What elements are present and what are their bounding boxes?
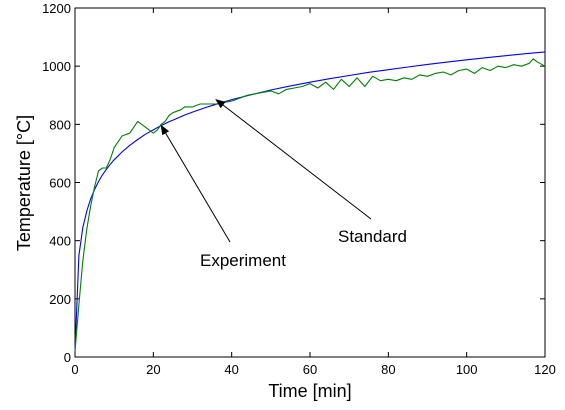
x-tick-label: 60	[303, 362, 317, 377]
series-layer	[74, 51, 546, 352]
y-tick-label: 800	[49, 117, 71, 132]
x-tick-label: 0	[71, 362, 78, 377]
y-tick-label: 400	[49, 234, 71, 249]
x-tick-label: 80	[381, 362, 395, 377]
x-axis-title: Time [min]	[268, 381, 351, 401]
annotation-label: Experiment	[200, 251, 286, 270]
annotation-arrow	[215, 99, 372, 220]
annotation-arrow	[160, 124, 231, 243]
series-line-0	[74, 51, 546, 352]
y-tick-label: 1000	[42, 59, 71, 74]
annotation-layer: Standard Experiment	[160, 99, 407, 270]
x-tick-label: 20	[146, 362, 160, 377]
y-tick-label: 600	[49, 176, 71, 191]
y-tick-label: 200	[49, 292, 71, 307]
x-tick-label: 100	[456, 362, 478, 377]
y-tick-label: 0	[64, 350, 71, 365]
series-line-1	[74, 58, 546, 352]
annotation-label: Standard	[338, 227, 407, 246]
y-tick-label: 1200	[42, 1, 71, 16]
plot-area	[74, 7, 546, 358]
x-tick-label: 120	[534, 362, 556, 377]
y-axis-title: Temperature [°C]	[14, 115, 34, 251]
ticks-group	[74, 7, 546, 358]
x-tick-label: 40	[224, 362, 238, 377]
